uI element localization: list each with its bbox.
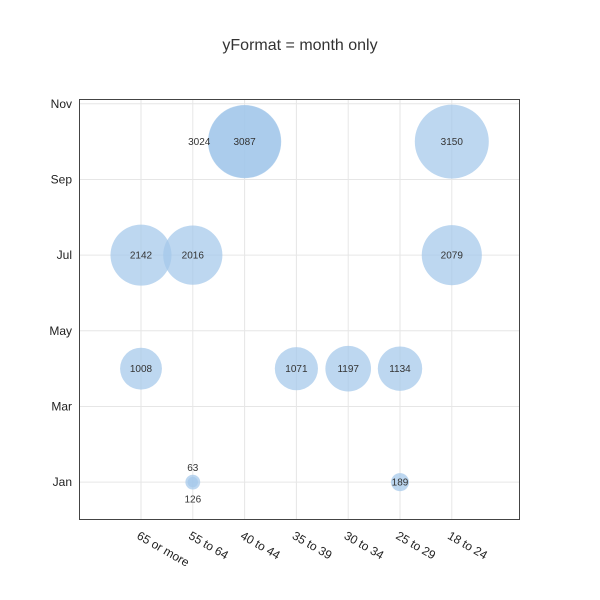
bubble bbox=[414, 104, 489, 179]
x-tick-label: 25 to 29 bbox=[394, 528, 439, 562]
bubble-labels: 63 126 189 1008 1071 1134 1197 2142 2016 2079 3024… bbox=[130, 137, 463, 505]
bubble bbox=[163, 225, 223, 285]
bubble bbox=[377, 346, 423, 391]
bubble bbox=[110, 224, 172, 286]
bubble-value-label: 2142 bbox=[130, 251, 153, 262]
y-tick-label: Mar bbox=[51, 399, 72, 413]
y-axis-ticks: Jan Mar May Jul Sep Nov bbox=[49, 97, 72, 489]
bubble bbox=[208, 105, 281, 178]
plot-frame bbox=[79, 99, 520, 520]
bubble-value-label: 3087 bbox=[233, 137, 256, 148]
bubble-value-label: 63 bbox=[187, 463, 199, 474]
bubble-value-label: 1071 bbox=[285, 364, 308, 375]
x-tick-label: 40 to 44 bbox=[238, 528, 283, 562]
y-tick-label: Sep bbox=[51, 172, 73, 186]
bubble bbox=[274, 347, 318, 391]
bubble bbox=[325, 345, 372, 392]
bubble bbox=[120, 347, 162, 390]
bubble-value-label: 189 bbox=[392, 478, 409, 489]
x-tick-label: 35 to 39 bbox=[290, 528, 335, 562]
x-tick-label: 65 or more bbox=[135, 528, 193, 569]
y-tick-label: May bbox=[49, 324, 72, 338]
bubble-value-label: 1197 bbox=[337, 364, 359, 375]
bubble-value-label: 3024 bbox=[188, 137, 211, 148]
bubble-value-label: 1008 bbox=[130, 364, 153, 375]
bubble bbox=[187, 476, 199, 488]
chart-title: yFormat = month only bbox=[222, 37, 377, 54]
y-tick-label: Nov bbox=[51, 97, 72, 111]
bubble-value-label: 3150 bbox=[441, 137, 464, 148]
bubble bbox=[421, 225, 482, 286]
bubble bbox=[390, 473, 410, 492]
y-tick-label: Jul bbox=[57, 248, 72, 262]
bubble-value-label: 2016 bbox=[182, 251, 205, 262]
grid-lines bbox=[80, 100, 520, 520]
x-tick-label: 18 to 24 bbox=[445, 528, 490, 562]
x-tick-label: 55 to 64 bbox=[186, 528, 231, 562]
bubble-value-label: 126 bbox=[184, 495, 201, 506]
bubble-value-label: 2079 bbox=[441, 251, 464, 262]
x-tick-label: 30 to 34 bbox=[342, 528, 387, 562]
y-tick-label: Jan bbox=[53, 475, 72, 489]
bubble-value-label: 1134 bbox=[389, 364, 411, 375]
bubbles bbox=[110, 104, 489, 492]
